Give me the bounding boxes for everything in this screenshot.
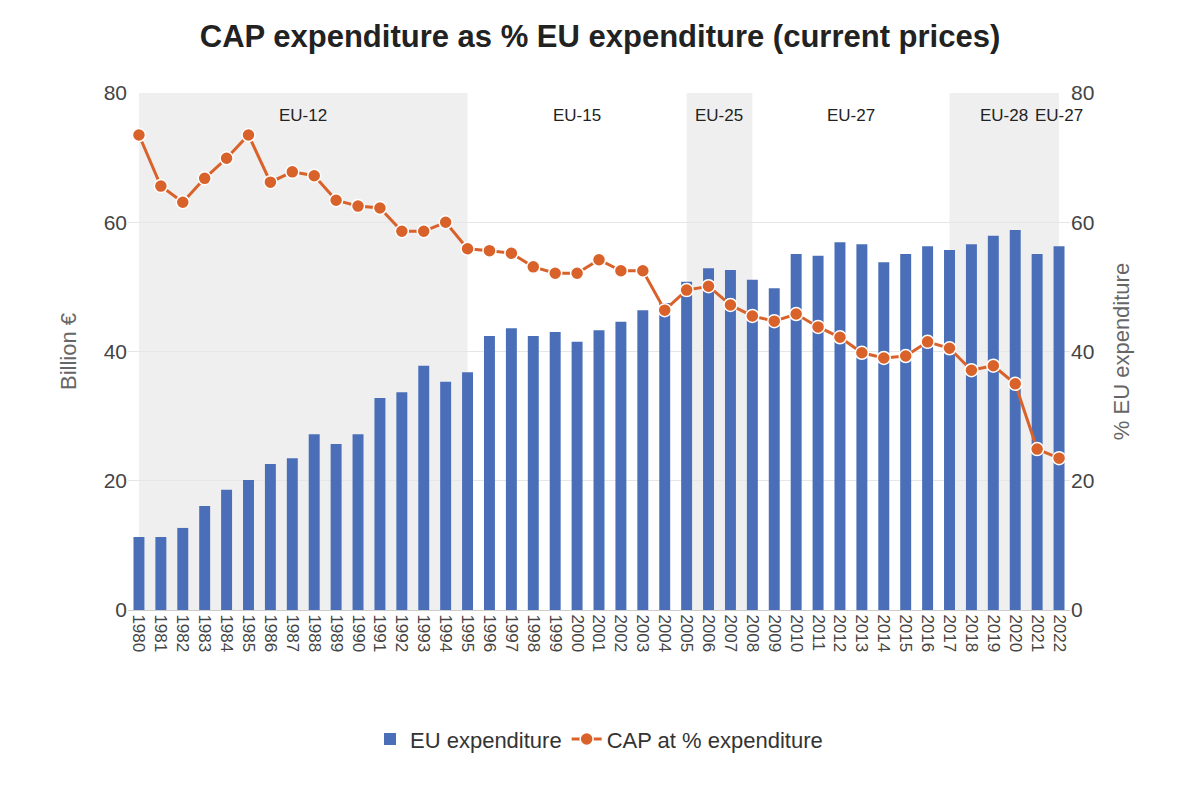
svg-text:1999: 1999 (546, 614, 565, 652)
svg-text:40: 40 (1071, 340, 1094, 363)
svg-text:EU-27: EU-27 (1035, 106, 1083, 125)
svg-text:0: 0 (1071, 598, 1083, 621)
svg-text:2018: 2018 (962, 614, 981, 652)
svg-text:2013: 2013 (852, 614, 871, 652)
svg-text:2017: 2017 (940, 614, 959, 652)
svg-text:60: 60 (104, 211, 127, 234)
svg-text:2004: 2004 (655, 614, 674, 652)
svg-text:EU-12: EU-12 (279, 106, 327, 125)
svg-text:1993: 1993 (414, 614, 433, 652)
svg-text:2006: 2006 (699, 614, 718, 652)
svg-text:80: 80 (104, 81, 127, 104)
svg-text:2016: 2016 (918, 614, 937, 652)
svg-text:2003: 2003 (633, 614, 652, 652)
svg-text:2021: 2021 (1028, 614, 1047, 652)
svg-text:1994: 1994 (436, 614, 455, 652)
svg-text:0: 0 (115, 598, 127, 621)
svg-text:2000: 2000 (568, 614, 587, 652)
svg-text:2008: 2008 (743, 614, 762, 652)
svg-text:2011: 2011 (809, 614, 828, 651)
svg-text:2002: 2002 (611, 614, 630, 652)
svg-text:20: 20 (104, 469, 127, 492)
svg-text:1995: 1995 (458, 614, 477, 652)
svg-text:EU-25: EU-25 (695, 106, 743, 125)
svg-text:1986: 1986 (261, 614, 280, 652)
svg-text:1985: 1985 (239, 614, 258, 652)
svg-text:% EU expenditure: % EU expenditure (1109, 263, 1134, 440)
svg-text:80: 80 (1071, 81, 1094, 104)
svg-text:1991: 1991 (370, 614, 389, 652)
svg-text:2010: 2010 (787, 614, 806, 652)
svg-text:2009: 2009 (765, 614, 784, 652)
svg-text:EU-27: EU-27 (827, 106, 875, 125)
svg-text:40: 40 (104, 340, 127, 363)
svg-text:2012: 2012 (830, 614, 849, 652)
svg-text:EU-15: EU-15 (553, 106, 601, 125)
svg-text:1988: 1988 (305, 614, 324, 652)
svg-text:2007: 2007 (721, 614, 740, 652)
svg-text:20: 20 (1071, 469, 1094, 492)
svg-text:2014: 2014 (874, 614, 893, 652)
svg-text:CAP at % expenditure: CAP at % expenditure (607, 728, 823, 753)
svg-text:1982: 1982 (173, 614, 192, 652)
svg-text:2015: 2015 (896, 614, 915, 652)
svg-text:1983: 1983 (195, 614, 214, 652)
svg-text:1984: 1984 (217, 614, 236, 652)
svg-text:1980: 1980 (129, 614, 148, 652)
svg-text:2019: 2019 (984, 614, 1003, 652)
svg-text:1987: 1987 (283, 614, 302, 652)
svg-text:2022: 2022 (1050, 614, 1069, 652)
svg-text:1997: 1997 (502, 614, 521, 652)
svg-text:2001: 2001 (589, 614, 608, 652)
svg-text:1996: 1996 (480, 614, 499, 652)
svg-text:2020: 2020 (1006, 614, 1025, 652)
svg-text:1989: 1989 (327, 614, 346, 652)
svg-text:1992: 1992 (392, 614, 411, 652)
svg-text:EU-28: EU-28 (980, 106, 1028, 125)
svg-text:60: 60 (1071, 211, 1094, 234)
svg-text:2005: 2005 (677, 614, 696, 652)
svg-text:Billion €: Billion € (56, 313, 81, 390)
svg-text:1998: 1998 (524, 614, 543, 652)
svg-text:1981: 1981 (151, 614, 170, 652)
svg-text:1990: 1990 (348, 614, 367, 652)
svg-text:CAP expenditure as % EU expend: CAP expenditure as % EU expenditure (cur… (200, 19, 1001, 54)
svg-text:EU expenditure: EU expenditure (410, 728, 562, 753)
